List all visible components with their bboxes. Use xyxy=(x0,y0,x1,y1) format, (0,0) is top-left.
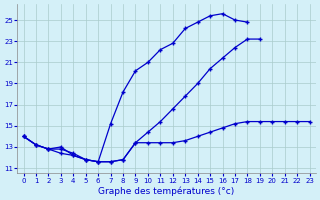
X-axis label: Graphe des températures (°c): Graphe des températures (°c) xyxy=(99,186,235,196)
